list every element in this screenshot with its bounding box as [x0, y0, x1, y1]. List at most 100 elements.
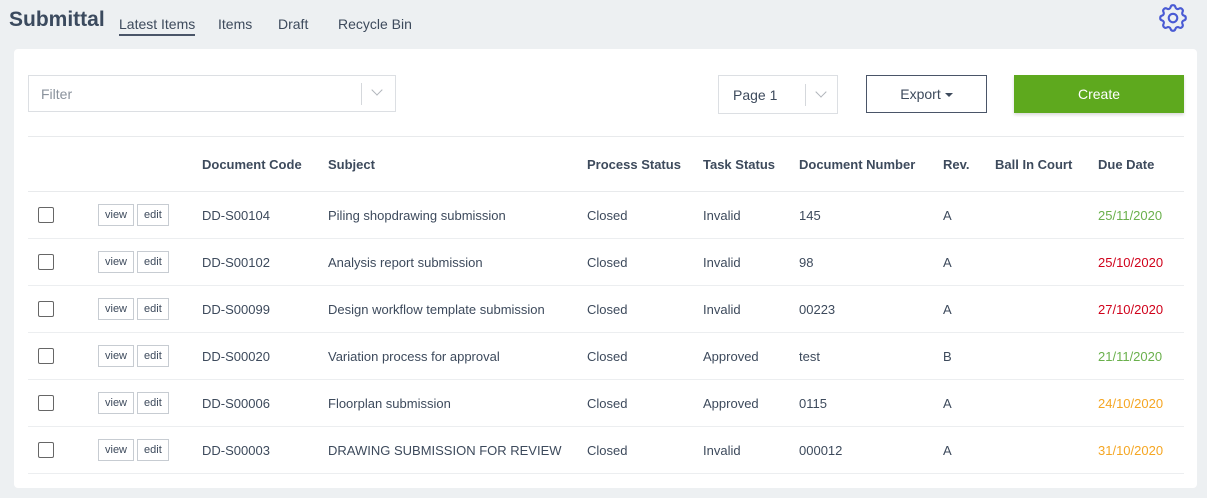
document-number: 98	[799, 238, 943, 286]
document-code: DD-S00099	[202, 285, 328, 333]
column-header	[98, 136, 202, 192]
revision: A	[943, 426, 995, 474]
due-date: 24/10/2020	[1098, 379, 1184, 427]
divider	[361, 83, 362, 105]
subject: Analysis report submission	[328, 238, 587, 286]
due-date: 31/10/2020	[1098, 426, 1184, 474]
chevron-down-icon[interactable]	[371, 84, 383, 96]
row-checkbox[interactable]	[38, 301, 54, 317]
tab-items[interactable]: Items	[218, 16, 253, 32]
task-status: Approved	[703, 332, 799, 380]
revision: A	[943, 238, 995, 286]
document-code: DD-S00006	[202, 379, 328, 427]
subject: Design workflow template submission	[328, 285, 587, 333]
column-header: Document Number	[799, 136, 943, 192]
revision: A	[943, 191, 995, 239]
table-row: view edit DD-S00003 DRAWING SUBMISSION FOR …	[28, 426, 1184, 474]
page-title: Submittal	[9, 8, 105, 31]
page-value: Page 1	[733, 87, 778, 103]
row-checkbox[interactable]	[38, 207, 54, 223]
document-code: DD-S00104	[202, 191, 328, 239]
view-button[interactable]: view	[98, 439, 135, 461]
subject: Piling shopdrawing submission	[328, 191, 587, 239]
edit-button[interactable]: edit	[137, 439, 169, 461]
document-number: 0115	[799, 379, 943, 427]
table-row: view edit DD-S00102 Analysis report submiss…	[28, 238, 1184, 286]
process-status: Closed	[587, 285, 703, 333]
page-select[interactable]: Page 1	[718, 75, 838, 114]
subject: Variation process for approval	[328, 332, 587, 380]
subject: Floorplan submission	[328, 379, 587, 427]
due-date: 25/10/2020	[1098, 238, 1184, 286]
row-checkbox[interactable]	[38, 395, 54, 411]
table-row: view edit DD-S00099 Design workflow templat…	[28, 285, 1184, 333]
due-date: 27/10/2020	[1098, 285, 1184, 333]
gear-icon[interactable]	[1156, 1, 1190, 35]
chevron-down-icon[interactable]	[815, 86, 827, 98]
row-checkbox[interactable]	[38, 442, 54, 458]
edit-button[interactable]: edit	[137, 251, 169, 273]
tab-draft[interactable]: Draft	[278, 16, 309, 32]
content-card: Page 1 Export Create Document CodeSubjec…	[14, 49, 1197, 488]
document-number: 000012	[799, 426, 943, 474]
task-status: Invalid	[703, 426, 799, 474]
column-header: Task Status	[703, 136, 799, 192]
table-row: view edit DD-S00006 Floorplan submission Clo…	[28, 379, 1184, 427]
document-code: DD-S00020	[202, 332, 328, 380]
submittal-table: Document Code Subject Process Status Task S…	[28, 136, 1184, 474]
column-header: Rev.	[943, 136, 995, 192]
process-status: Closed	[587, 379, 703, 427]
export-label: Export	[900, 86, 941, 102]
create-button[interactable]: Create	[1014, 75, 1184, 113]
column-header: Subject	[328, 136, 587, 192]
tab-latest-items[interactable]: Latest Items	[119, 16, 196, 36]
revision: A	[943, 379, 995, 427]
column-header: Process Status	[587, 136, 703, 192]
export-button[interactable]: Export	[866, 75, 987, 113]
subject: DRAWING SUBMISSION FOR REVIEW	[328, 426, 587, 474]
ball-in-court	[995, 191, 1098, 239]
column-header: Ball In Court	[995, 136, 1098, 192]
edit-button[interactable]: edit	[137, 298, 169, 320]
edit-button[interactable]: edit	[137, 345, 169, 367]
ball-in-court	[995, 238, 1098, 286]
view-button[interactable]: view	[98, 204, 135, 226]
row-checkbox[interactable]	[38, 254, 54, 270]
due-date: 21/11/2020	[1098, 332, 1184, 380]
process-status: Closed	[587, 238, 703, 286]
view-button[interactable]: view	[98, 298, 135, 320]
tab-recycle-bin[interactable]: Recycle Bin	[338, 16, 412, 32]
process-status: Closed	[587, 332, 703, 380]
column-header: Due Date	[1098, 136, 1184, 192]
document-number: test	[799, 332, 943, 380]
document-code: DD-S00003	[202, 426, 328, 474]
revision: A	[943, 285, 995, 333]
task-status: Invalid	[703, 285, 799, 333]
ball-in-court	[995, 426, 1098, 474]
column-header: Document Code	[202, 136, 328, 192]
ball-in-court	[995, 332, 1098, 380]
process-status: Closed	[587, 426, 703, 474]
task-status: Invalid	[703, 191, 799, 239]
task-status: Invalid	[703, 238, 799, 286]
caret-down-icon	[944, 93, 953, 98]
task-status: Approved	[703, 379, 799, 427]
edit-button[interactable]: edit	[137, 204, 169, 226]
view-button[interactable]: view	[98, 251, 135, 273]
view-button[interactable]: view	[98, 392, 135, 414]
ball-in-court	[995, 379, 1098, 427]
divider	[805, 84, 806, 106]
document-number: 145	[799, 191, 943, 239]
view-button[interactable]: view	[98, 345, 135, 367]
revision: B	[943, 332, 995, 380]
document-number: 00223	[799, 285, 943, 333]
process-status: Closed	[587, 191, 703, 239]
table-row: view edit DD-S00104 Piling shopdrawing subm…	[28, 191, 1184, 239]
filter-select[interactable]	[28, 75, 396, 112]
row-checkbox[interactable]	[38, 348, 54, 364]
table-row: view edit DD-S00020 Variation process for a…	[28, 332, 1184, 380]
due-date: 25/11/2020	[1098, 191, 1184, 239]
edit-button[interactable]: edit	[137, 392, 169, 414]
column-header	[28, 136, 98, 192]
filter-input[interactable]	[29, 76, 359, 111]
